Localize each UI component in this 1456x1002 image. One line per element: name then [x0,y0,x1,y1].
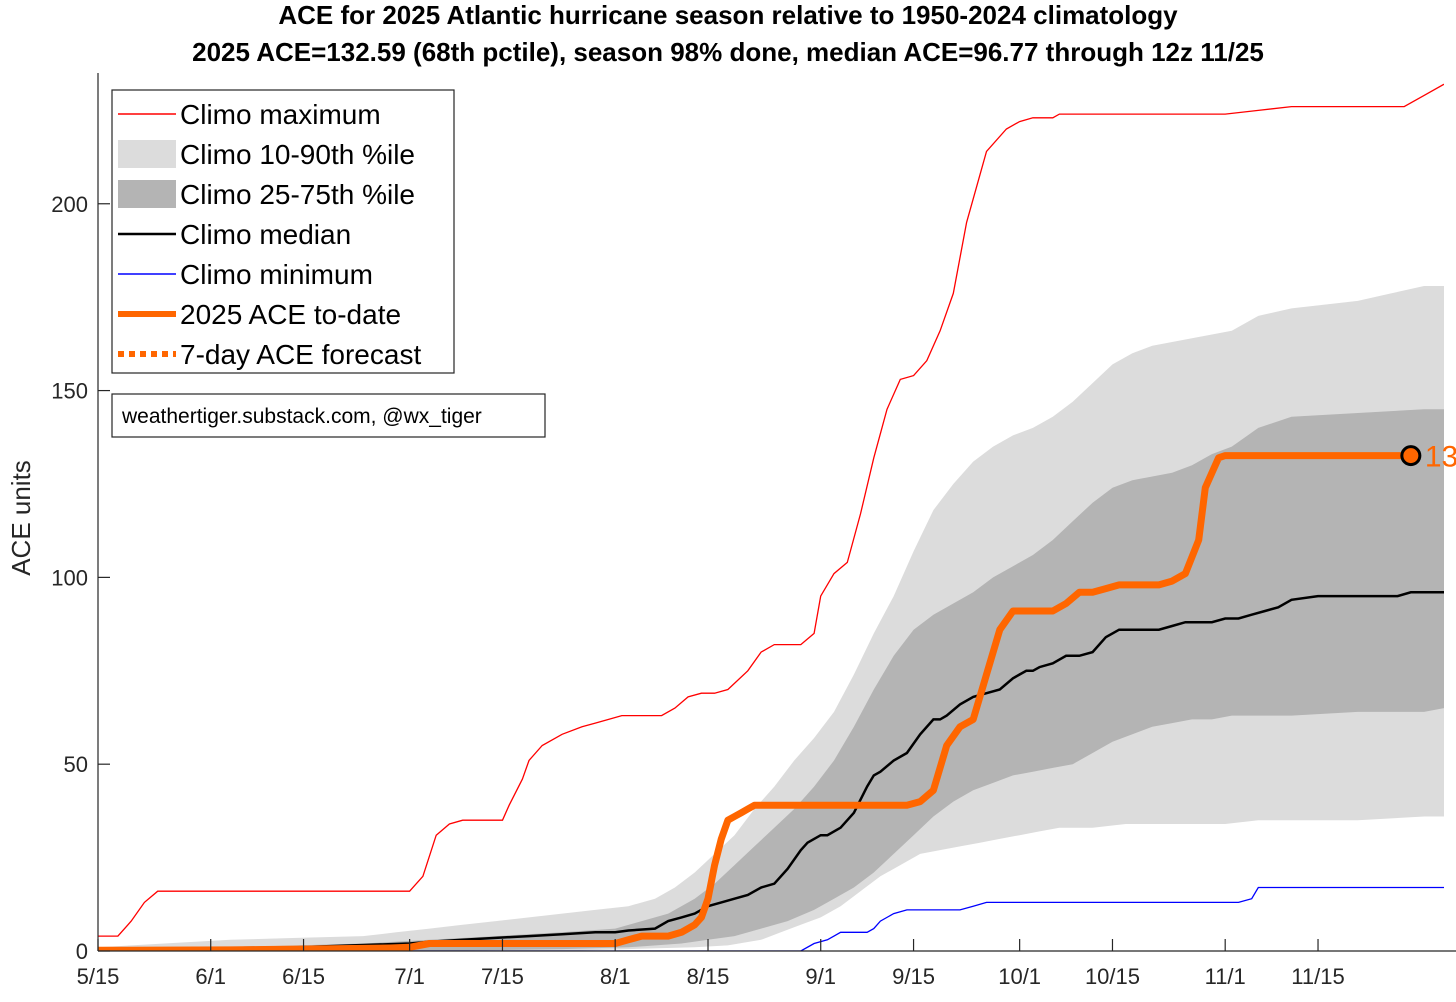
end-marker-group: 132.59 [1400,441,1456,474]
x-tick-label: 8/15 [687,964,730,989]
band-25-75 [98,409,1444,951]
climo-maximum-line [98,83,1444,937]
bands-group [98,286,1444,951]
x-tick-label: 6/1 [195,964,226,989]
x-tick-label: 11/15 [1291,964,1344,989]
climo-minimum-line [98,886,1444,951]
legend-label: 7-day ACE forecast [180,339,421,370]
credit-rect [111,393,546,438]
x-tick-label: 10/1 [998,964,1041,989]
climo-median-line [98,591,1444,951]
x-tick-label: 6/15 [282,964,325,989]
x-tick-label: 9/1 [805,964,836,989]
y-tick-label: 50 [64,752,88,777]
legend-swatch-band90 [118,140,176,168]
band-10-90 [98,286,1444,951]
legend-label: Climo median [180,219,351,250]
x-tick-label: 7/1 [394,964,425,989]
legend-label: Climo minimum [180,259,373,290]
y-axis-title: ACE units [6,460,36,576]
credit-box: weathertiger.substack.com, @wx_tiger [111,393,546,438]
credit-text: weathertiger.substack.com, @wx_tiger [121,405,482,428]
legend-label: Climo 10-90th %ile [180,139,415,170]
legend-label: Climo 25-75th %ile [180,179,415,210]
x-tick-label: 8/1 [600,964,631,989]
chart-title: ACE for 2025 Atlantic hurricane season r… [278,0,1178,30]
x-tick-label: 10/15 [1085,964,1140,989]
ace-2025-end-label: 132.59 [1425,441,1456,474]
x-tick-label: 5/15 [77,964,120,989]
chart-subtitle: 2025 ACE=132.59 (68th pctile), season 98… [192,37,1264,67]
y-tick-label: 100 [51,565,88,590]
legend-label: 2025 ACE to-date [180,299,401,330]
x-tick-label: 7/15 [481,964,524,989]
legend-label: Climo maximum [180,99,381,130]
y-tick-label: 0 [76,939,88,964]
legend: Climo maximum Climo 10-90th %ile Climo 25-… [111,89,455,374]
axes-group: 0 50 100 150 200 5/15 6/1 6/15 7/1 7/15 8/1 8/15 9/1… [6,73,1456,989]
y-tick-label: 200 [51,192,88,217]
ace-2025-line [98,452,1415,951]
lines-group [98,83,1444,951]
x-tick-label: 9/15 [892,964,935,989]
ace-2025-end-marker [1400,445,1422,467]
y-tick-label: 150 [51,379,88,404]
legend-swatch-band75 [118,180,176,208]
x-tick-label: 11/1 [1205,964,1246,989]
legend-box [111,89,455,374]
